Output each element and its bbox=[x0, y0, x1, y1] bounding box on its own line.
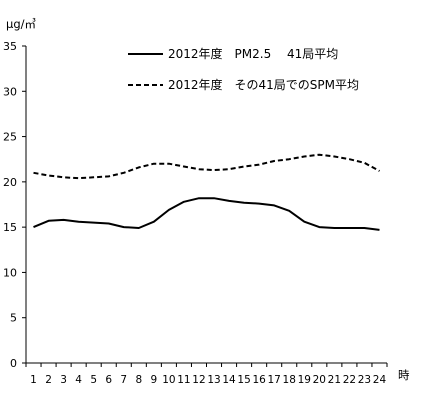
legend-label: 2012年度 その41局でのSPM平均 bbox=[168, 77, 359, 92]
x-tick-label: 11 bbox=[177, 374, 190, 386]
x-tick-label: 12 bbox=[192, 374, 205, 386]
x-tick-label: 21 bbox=[328, 374, 341, 386]
x-tick-label: 9 bbox=[151, 374, 158, 386]
y-tick-labels: 0 5 10 15 20 25 30 35 bbox=[3, 40, 17, 370]
y-tick-label: 5 bbox=[10, 312, 17, 325]
y-tick-label: 25 bbox=[3, 131, 17, 144]
x-tick-label: 24 bbox=[373, 374, 387, 386]
series-lines bbox=[33, 153, 380, 231]
y-tick-label: 35 bbox=[3, 40, 17, 53]
x-tick-label: 22 bbox=[343, 374, 356, 386]
x-tick-label: 1 bbox=[30, 374, 37, 386]
x-tick-label: 16 bbox=[252, 374, 266, 386]
x-tick-label: 14 bbox=[222, 374, 236, 386]
y-tick-label: 20 bbox=[3, 176, 17, 189]
x-tick-label: 6 bbox=[105, 374, 112, 386]
x-tick-label: 5 bbox=[90, 374, 97, 386]
x-tick-label: 13 bbox=[207, 374, 220, 386]
legend: 2012年度 PM2.5 41局平均 2012年度 その41局でのSPM平均 bbox=[128, 46, 359, 92]
x-tick-label: 19 bbox=[298, 374, 311, 386]
x-tick-label: 2 bbox=[45, 374, 52, 386]
x-axis-label: 時 bbox=[398, 368, 410, 382]
y-axis-unit-label: μg/㎥ bbox=[6, 17, 36, 31]
x-tick-label: 3 bbox=[60, 374, 67, 386]
y-tick-label: 30 bbox=[3, 85, 17, 98]
series-line bbox=[33, 197, 380, 231]
x-tick-labels: 1 2 3 4 5 6 7 8 9 10 11 12 13 14 15 16 17 18 19 20 21 22 23 24 bbox=[30, 374, 386, 386]
x-tick-label: 23 bbox=[358, 374, 371, 386]
x-tick-label: 20 bbox=[313, 374, 326, 386]
x-tick-label: 4 bbox=[75, 374, 82, 386]
x-tick-label: 15 bbox=[237, 374, 250, 386]
x-tick-label: 7 bbox=[120, 374, 127, 386]
x-tick-label: 18 bbox=[283, 374, 296, 386]
x-tick-label: 8 bbox=[135, 374, 142, 386]
y-tick-label: 15 bbox=[3, 221, 17, 234]
chart-axes bbox=[22, 45, 388, 367]
legend-label: 2012年度 PM2.5 41局平均 bbox=[168, 46, 338, 61]
y-tick-label: 10 bbox=[3, 266, 17, 279]
series-line bbox=[33, 153, 380, 180]
y-tick-label: 0 bbox=[10, 357, 17, 370]
x-tick-label: 17 bbox=[268, 374, 281, 386]
x-tick-label: 10 bbox=[162, 374, 175, 386]
